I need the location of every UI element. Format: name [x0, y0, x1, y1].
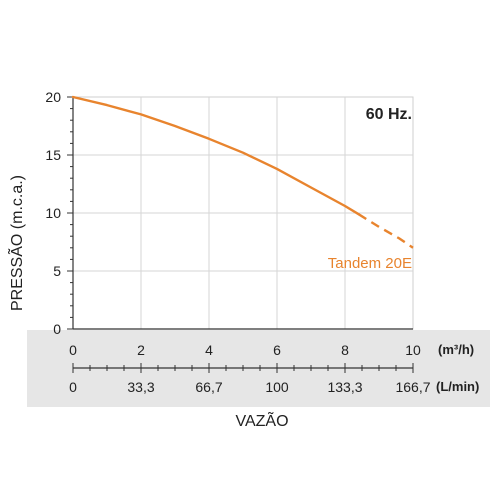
y-tick-label: 10: [45, 205, 61, 221]
y-tick-label: 0: [53, 321, 61, 337]
x-tick-label-m3h: 2: [137, 342, 145, 358]
y-tick-label: 20: [45, 89, 61, 105]
series: [71, 95, 414, 249]
x-axis-title: VAZÃO: [235, 410, 288, 430]
y-axis-title: PRESSÃO (m.c.a.): [6, 175, 26, 311]
x-tick-label-lmin: 166,7: [395, 379, 430, 395]
y-tick-label: 5: [53, 263, 61, 279]
frequency-annotation: 60 Hz.: [366, 106, 412, 123]
secondary-x-unit: (L/min): [436, 379, 479, 394]
series-label: Tandem 20E: [328, 255, 412, 272]
x-tick-label-m3h: 6: [273, 342, 281, 358]
x-tick-label-m3h: 10: [405, 342, 421, 358]
x-tick-label-m3h: 8: [341, 342, 349, 358]
x-tick-label-lmin: 100: [265, 379, 289, 395]
x-tick-label-m3h: 0: [69, 342, 77, 358]
grid: [72, 96, 414, 330]
x-tick-label-lmin: 66,7: [195, 379, 222, 395]
x-tick-label-lmin: 0: [69, 379, 77, 395]
x-tick-label-lmin: 33,3: [127, 379, 154, 395]
y-tick-label: 15: [45, 147, 61, 163]
x-tick-label-m3h: 4: [205, 342, 213, 358]
primary-x-unit: (m³/h): [438, 342, 474, 357]
series-line-dashed: [357, 213, 414, 249]
series-line-solid: [71, 95, 360, 216]
x-tick-label-lmin: 133,3: [327, 379, 362, 395]
